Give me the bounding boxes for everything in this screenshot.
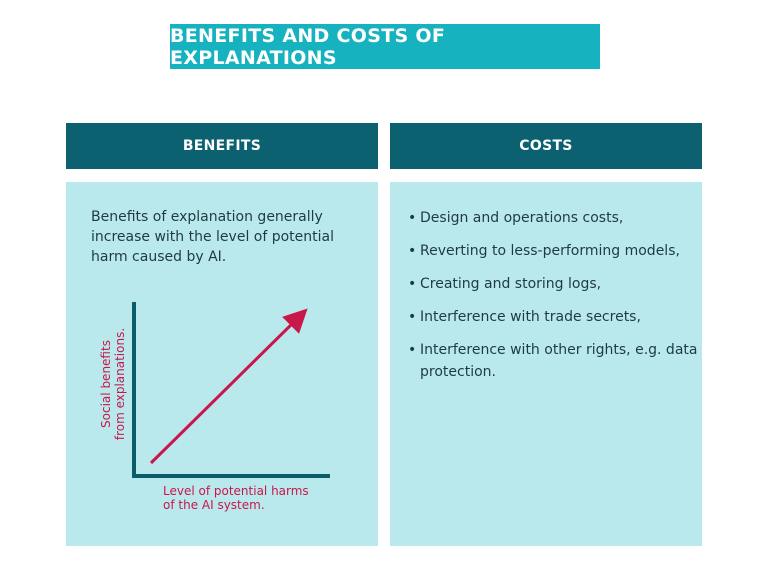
- x-axis-label-line2: of the AI system.: [163, 498, 265, 512]
- page-title: BENEFITS AND COSTS OF EXPLANATIONS: [170, 24, 600, 69]
- costs-panel: • Design and operations costs, • Reverti…: [390, 182, 702, 546]
- y-axis-label-line1: Social benefits: [99, 340, 113, 428]
- cost-item-trade-secrets: • Interference with trade secrets,: [408, 306, 698, 328]
- cost-item-text: Creating and storing logs,: [420, 276, 602, 292]
- cost-item-design: • Design and operations costs,: [408, 207, 698, 229]
- cost-item-logs: • Creating and storing logs,: [408, 273, 698, 295]
- costs-list: • Design and operations costs, • Reverti…: [408, 207, 698, 394]
- benefits-panel: Benefits of explanation generally increa…: [66, 182, 378, 546]
- bullet-icon: •: [408, 276, 417, 292]
- cost-item-reverting: • Reverting to less-performing models,: [408, 240, 698, 262]
- benefits-description: Benefits of explanation generally increa…: [91, 209, 334, 265]
- cost-item-text: Reverting to less-performing models,: [420, 243, 680, 259]
- y-axis-label-line2: from explanations.: [113, 328, 127, 440]
- bullet-icon: •: [408, 309, 417, 325]
- trend-arrow: [149, 308, 308, 465]
- bullet-icon: •: [408, 342, 417, 358]
- bullet-icon: •: [408, 210, 417, 226]
- x-axis-label-line1: Level of potential harms: [163, 484, 309, 498]
- costs-header: COSTS: [390, 123, 702, 169]
- cost-item-text: Interference with other rights, e.g. dat…: [420, 342, 698, 380]
- bullet-icon: •: [408, 243, 417, 259]
- cost-item-text: Interference with trade secrets,: [420, 309, 641, 325]
- cost-item-text: Design and operations costs,: [420, 210, 624, 226]
- cost-item-other-rights: • Interference with other rights, e.g. d…: [408, 339, 698, 383]
- benefits-header: BENEFITS: [66, 123, 378, 169]
